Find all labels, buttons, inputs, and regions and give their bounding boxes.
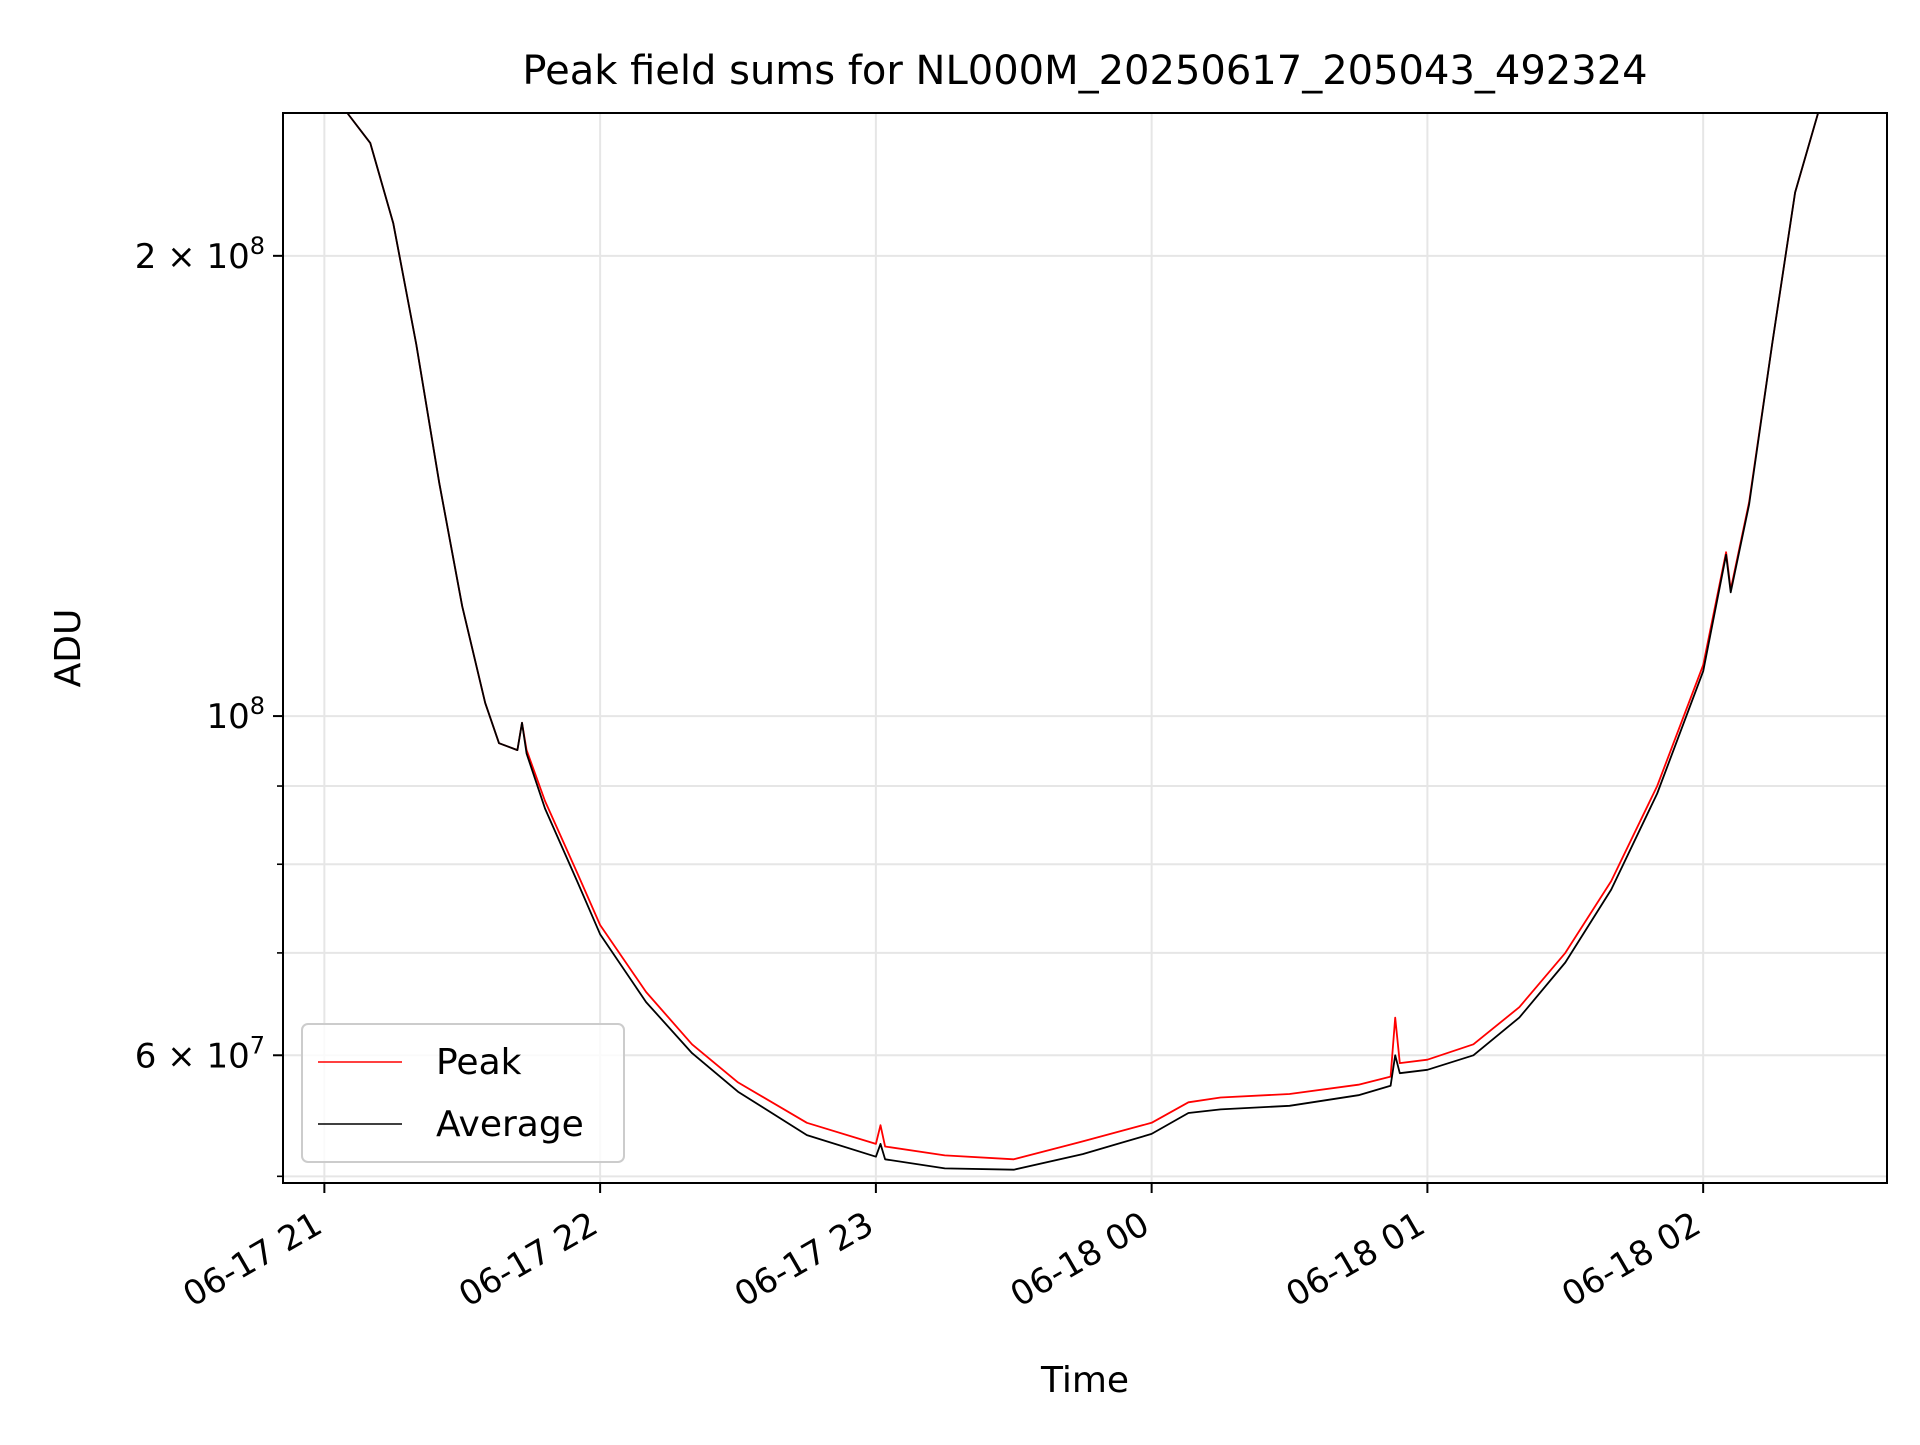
legend-label-average: Average [436, 1104, 584, 1145]
legend-label-peak: Peak [436, 1042, 522, 1083]
series-line-average [283, 112, 1887, 1171]
series-layer [283, 112, 1887, 1171]
legend: Peak Average [301, 1023, 625, 1163]
y-tick-label: 108 [206, 692, 265, 737]
legend-box [301, 1023, 625, 1163]
chart-title: Peak field sums for NL000M_20250617_2050… [522, 48, 1647, 94]
plot-frame [282, 112, 1888, 1184]
y-tick-label: 6 × 107 [135, 1031, 265, 1076]
y-axis-label: ADU [48, 609, 89, 688]
grid [283, 113, 1887, 1183]
y-tick-label: 2 × 108 [135, 232, 265, 277]
x-axis-label: Time [1040, 1360, 1129, 1401]
